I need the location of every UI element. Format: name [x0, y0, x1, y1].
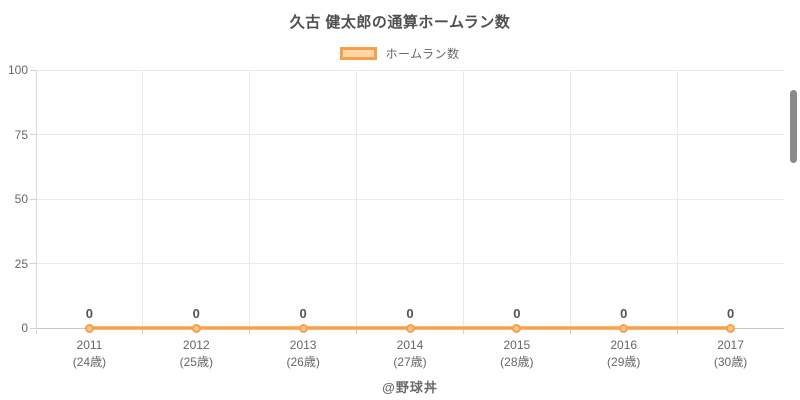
x-tick-label-age: (29歳): [607, 355, 641, 369]
x-tick-label-age: (30歳): [713, 355, 748, 369]
v-gridline: [569, 70, 571, 328]
x-tick-label-year: 2016: [610, 338, 638, 352]
v-gridline: [142, 70, 144, 328]
data-point-label: 0: [513, 306, 521, 321]
x-tick-label-age: (26歳): [286, 355, 320, 369]
data-point-label: 0: [85, 306, 94, 321]
x-axis-tick: [142, 328, 144, 334]
y-tick-label: 0: [21, 321, 28, 335]
x-tick-label-age: (27歳): [393, 355, 427, 369]
data-point-marker[interactable]: [726, 323, 736, 333]
legend-label: ホームラン数: [385, 46, 460, 61]
h-gridline: [36, 134, 784, 135]
data-point-marker[interactable]: [298, 323, 308, 333]
y-axis-tick: [30, 134, 36, 135]
y-axis-line: [35, 70, 37, 334]
y-axis-tick: [30, 327, 36, 329]
v-gridline: [249, 70, 251, 328]
x-axis-tick: [462, 328, 464, 334]
x-tick-label-year: 2015: [503, 338, 531, 352]
x-tick-label-year: 2011: [76, 338, 103, 352]
chart-title: 久古 健太郎の通算ホームラン数: [289, 14, 511, 31]
x-axis-tick: [676, 328, 678, 334]
y-tick-label: 50: [14, 192, 28, 206]
data-point-label: 0: [192, 306, 200, 321]
v-gridline: [462, 70, 464, 328]
credit-text: @野球丼: [382, 380, 438, 395]
legend-item-homeruns[interactable]: ホームラン数: [340, 45, 459, 62]
y-axis-tick: [30, 69, 36, 71]
y-tick-label: 100: [7, 63, 28, 77]
data-point-marker[interactable]: [619, 323, 629, 333]
data-point-label: 0: [726, 306, 735, 321]
y-axis-tick: [30, 198, 36, 200]
legend: ホームラン数: [0, 44, 800, 62]
data-point-marker[interactable]: [191, 323, 201, 333]
y-tick-label: 75: [14, 127, 28, 142]
x-tick-label-age: (25歳): [179, 355, 213, 369]
h-gridline: [36, 263, 784, 264]
x-tick-label-age: (28歳): [500, 355, 534, 369]
h-gridline: [36, 69, 784, 71]
v-gridline: [356, 70, 358, 328]
x-tick-label-year: 2013: [289, 338, 317, 352]
h-gridline: [36, 198, 784, 200]
data-point-marker[interactable]: [512, 323, 522, 333]
x-tick-label-year: 2012: [182, 338, 210, 352]
data-point-label: 0: [406, 306, 414, 321]
x-axis-tick: [249, 328, 251, 334]
data-point-marker[interactable]: [84, 323, 94, 333]
y-tick-label: 25: [14, 256, 28, 271]
x-axis-tick: [569, 328, 571, 334]
data-point-label: 0: [620, 306, 628, 321]
scrollbar-thumb[interactable]: [790, 90, 797, 163]
x-tick-label-age: (24歳): [72, 355, 107, 369]
data-point-label: 0: [299, 306, 307, 321]
y-axis-tick: [30, 263, 36, 264]
x-axis-tick: [356, 328, 358, 334]
x-tick-label-year: 2017: [717, 338, 744, 352]
data-point-marker[interactable]: [405, 323, 415, 333]
legend-swatch: [340, 46, 378, 60]
v-gridline: [676, 70, 678, 328]
x-tick-label-year: 2014: [396, 338, 424, 352]
